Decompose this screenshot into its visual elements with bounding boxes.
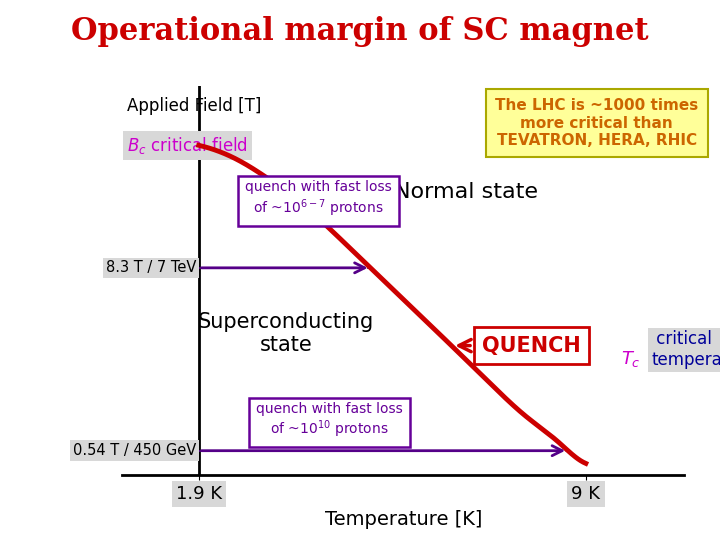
Text: QUENCH: QUENCH	[459, 335, 581, 356]
Text: Normal state: Normal state	[394, 183, 538, 202]
Text: 8.3 T / 7 TeV: 8.3 T / 7 TeV	[106, 260, 196, 275]
Text: $\mathit{T_c}$: $\mathit{T_c}$	[621, 349, 641, 369]
Text: Operational margin of SC magnet: Operational margin of SC magnet	[71, 16, 649, 47]
Text: $\mathit{B_c}$ critical field: $\mathit{B_c}$ critical field	[127, 135, 248, 156]
Text: 0.54 T / 450 GeV: 0.54 T / 450 GeV	[73, 443, 196, 458]
Text: The LHC is ~1000 times
more critical than
TEVATRON, HERA, RHIC: The LHC is ~1000 times more critical tha…	[495, 98, 698, 148]
Text: quench with fast loss
of ~10$^{6-7}$ protons: quench with fast loss of ~10$^{6-7}$ pro…	[246, 180, 392, 219]
Text: critical
temperature: critical temperature	[652, 330, 720, 369]
Text: Superconducting
state: Superconducting state	[198, 312, 374, 355]
Text: quench with fast loss
of ~10$^{10}$ protons: quench with fast loss of ~10$^{10}$ prot…	[256, 402, 403, 440]
X-axis label: Temperature [K]: Temperature [K]	[325, 510, 482, 529]
Text: Applied Field [T]: Applied Field [T]	[127, 97, 261, 114]
